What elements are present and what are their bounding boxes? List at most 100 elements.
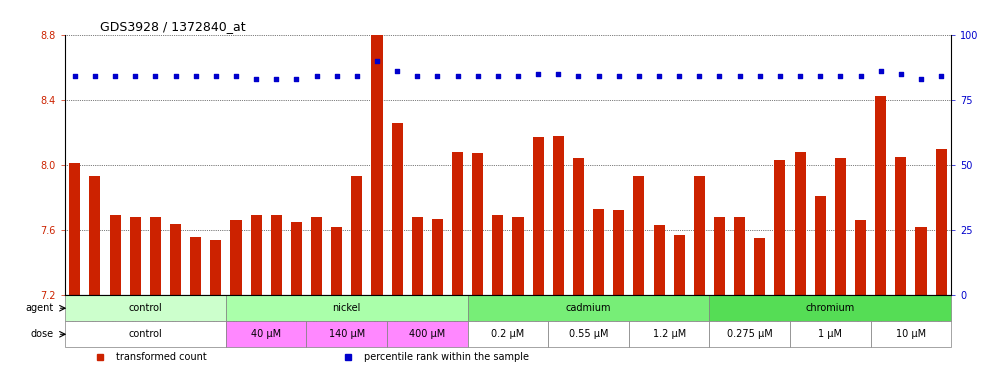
Point	[630, 73, 646, 79]
Bar	[432, 218, 443, 295]
Text: percentile rank within the sample: percentile rank within the sample	[365, 352, 529, 362]
Bar	[935, 149, 946, 295]
Point	[127, 73, 143, 79]
Text: 0.55 μM: 0.55 μM	[569, 329, 609, 339]
Point	[289, 76, 305, 82]
Text: chromium: chromium	[806, 303, 855, 313]
Point	[449, 73, 465, 79]
Point	[551, 71, 567, 77]
Bar	[628, 321, 709, 347]
Bar	[149, 217, 161, 295]
Text: 40 μM: 40 μM	[251, 329, 281, 339]
Point	[268, 76, 284, 82]
Bar	[694, 176, 705, 295]
Point	[671, 73, 687, 79]
Point	[349, 73, 365, 79]
Bar	[513, 217, 524, 295]
Point	[470, 73, 486, 79]
Point	[389, 68, 405, 74]
Text: 400 μM: 400 μM	[409, 329, 445, 339]
Point	[309, 73, 325, 79]
Point	[409, 73, 425, 79]
Text: GDS3928 / 1372840_at: GDS3928 / 1372840_at	[101, 20, 246, 33]
Bar	[653, 225, 664, 295]
Point	[892, 71, 908, 77]
Point	[370, 58, 385, 64]
Bar	[573, 158, 584, 295]
Bar	[548, 321, 628, 347]
Bar	[210, 240, 221, 295]
Bar	[411, 217, 423, 295]
Point	[772, 73, 788, 79]
Point	[329, 73, 345, 79]
Bar	[391, 122, 402, 295]
Point	[933, 73, 949, 79]
Text: nickel: nickel	[333, 303, 361, 313]
Text: 1 μM: 1 μM	[819, 329, 843, 339]
Point	[691, 73, 707, 79]
Text: 0.275 μM: 0.275 μM	[727, 329, 773, 339]
Bar	[468, 321, 548, 347]
Bar	[110, 215, 121, 295]
Bar	[871, 321, 951, 347]
Bar	[226, 295, 468, 321]
Bar	[633, 176, 644, 295]
Bar	[271, 215, 282, 295]
Bar	[472, 154, 483, 295]
Bar	[251, 215, 262, 295]
Bar	[291, 222, 302, 295]
Bar	[714, 217, 725, 295]
Bar	[673, 235, 684, 295]
Point	[490, 73, 506, 79]
Bar	[190, 237, 201, 295]
Point	[651, 73, 667, 79]
Text: control: control	[128, 303, 162, 313]
Text: agent: agent	[26, 303, 54, 313]
Bar	[311, 217, 322, 295]
Bar	[709, 321, 790, 347]
Text: 10 μM: 10 μM	[895, 329, 926, 339]
Point	[208, 73, 224, 79]
Text: cadmium: cadmium	[566, 303, 612, 313]
Point	[813, 73, 829, 79]
Point	[530, 71, 546, 77]
Point	[752, 73, 768, 79]
Point	[913, 76, 929, 82]
Bar	[129, 217, 140, 295]
Bar	[709, 295, 951, 321]
Bar	[875, 96, 886, 295]
Point	[108, 73, 124, 79]
Bar	[230, 220, 241, 295]
Bar	[226, 321, 307, 347]
Point	[711, 73, 727, 79]
Bar	[835, 158, 846, 295]
Text: 1.2 μM: 1.2 μM	[652, 329, 686, 339]
Bar	[372, 31, 382, 295]
Bar	[307, 321, 387, 347]
Point	[872, 68, 888, 74]
Point	[429, 73, 445, 79]
Bar	[65, 321, 226, 347]
Point	[571, 73, 587, 79]
Point	[167, 73, 183, 79]
Point	[228, 73, 244, 79]
Point	[833, 73, 849, 79]
Bar	[65, 295, 226, 321]
Point	[591, 73, 607, 79]
Point	[147, 73, 163, 79]
Point	[67, 73, 83, 79]
Bar	[533, 137, 544, 295]
Point	[248, 76, 264, 82]
Text: transformed count: transformed count	[117, 352, 207, 362]
Bar	[468, 295, 709, 321]
Bar	[790, 321, 871, 347]
Bar	[452, 152, 463, 295]
Point	[732, 73, 748, 79]
Bar	[492, 215, 503, 295]
Text: dose: dose	[31, 329, 54, 339]
Bar	[170, 223, 181, 295]
Bar	[70, 163, 81, 295]
Bar	[614, 210, 624, 295]
Point	[853, 73, 869, 79]
Point	[187, 73, 203, 79]
